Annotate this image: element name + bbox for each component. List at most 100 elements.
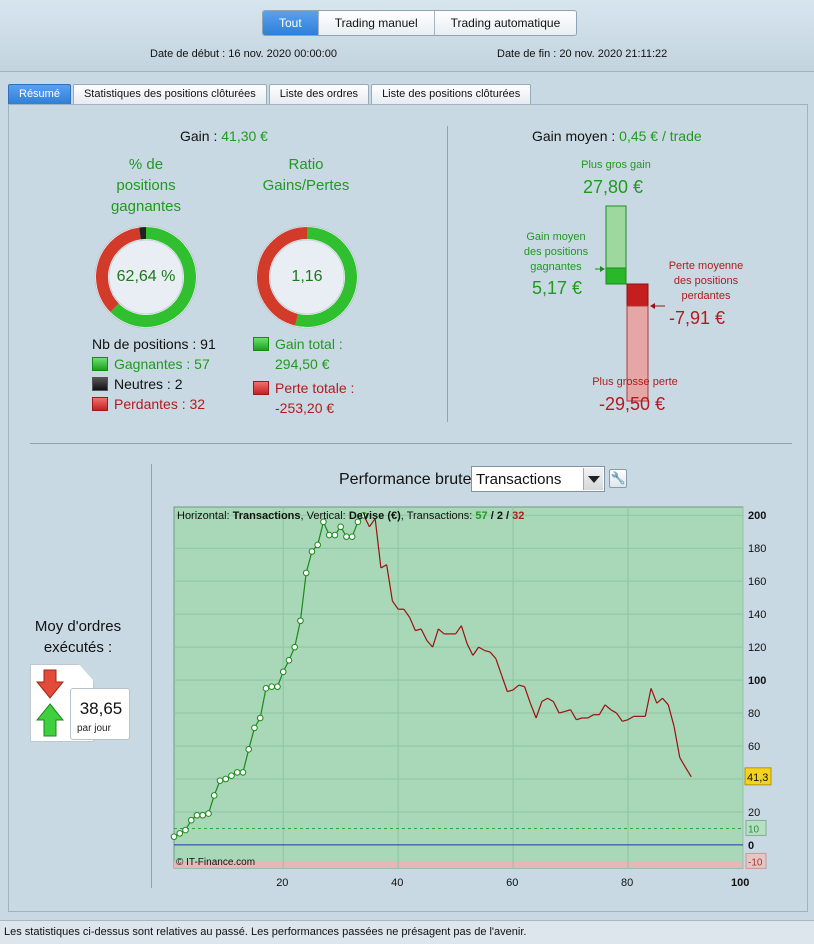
green-square-icon bbox=[253, 337, 269, 351]
gain-moyen-pos-line: des positions bbox=[523, 246, 589, 258]
green-square-icon bbox=[92, 357, 108, 371]
loss-segment bbox=[96, 227, 142, 313]
series-segment bbox=[391, 600, 399, 610]
legend-gagnantes: Gagnantes : 57 bbox=[92, 354, 210, 374]
series-segment bbox=[305, 551, 313, 574]
series-segment bbox=[472, 646, 480, 656]
up-arrow-icon bbox=[36, 703, 64, 737]
perte-totale-value: -253,20 € bbox=[275, 400, 335, 416]
y-tick-label: 160 bbox=[748, 576, 766, 588]
chart-header-p: 32 bbox=[512, 510, 525, 522]
data-point bbox=[348, 533, 356, 540]
series-segment bbox=[552, 701, 560, 714]
series-segment bbox=[380, 564, 387, 569]
tab-resume[interactable]: Résumé bbox=[8, 84, 71, 104]
threshold-pos-label: 10 bbox=[748, 824, 760, 835]
avg-gain-bar bbox=[605, 267, 627, 285]
series-segment bbox=[242, 749, 250, 773]
chevron-down-icon[interactable] bbox=[583, 468, 603, 490]
data-point bbox=[279, 668, 287, 676]
x-tick-label: 100 bbox=[731, 877, 749, 889]
series-segment bbox=[489, 651, 497, 660]
series-segment bbox=[437, 628, 445, 635]
series-segment bbox=[644, 688, 652, 717]
chart-header: Horizontal: Transactions, Vertical: Devi… bbox=[177, 510, 524, 522]
axis-select[interactable]: Transactions bbox=[471, 466, 605, 492]
y-tick-label: 0 bbox=[748, 840, 754, 852]
donut-center bbox=[269, 239, 345, 315]
tab-liste-positions[interactable]: Liste des positions clôturées bbox=[371, 84, 532, 104]
y-tick-label: 200 bbox=[748, 510, 766, 522]
series-segment bbox=[587, 714, 594, 719]
horizontal-divider bbox=[30, 443, 792, 444]
red-square-icon bbox=[92, 397, 108, 411]
chart-header-prefix: Horizontal: bbox=[177, 510, 230, 522]
gain-moyen-pos-line: Gain moyen bbox=[526, 231, 586, 243]
data-point bbox=[193, 811, 201, 819]
data-point bbox=[285, 657, 293, 664]
plus-grosse-perte-label: Plus grosse perte bbox=[592, 376, 678, 388]
ratio-title-line: Ratio bbox=[288, 156, 324, 173]
series-segment bbox=[386, 564, 393, 602]
chart-header-mid: , Vertical: bbox=[300, 510, 346, 522]
gain-label: Gain : bbox=[180, 128, 218, 144]
series-segment bbox=[478, 646, 485, 651]
series-segment bbox=[409, 617, 416, 631]
moy-ordres-line: exécutés : bbox=[43, 639, 113, 656]
ratio-value: 1,16 bbox=[291, 268, 323, 285]
series-segment bbox=[598, 704, 606, 716]
mode-manuel-button[interactable]: Trading manuel bbox=[318, 11, 435, 35]
y-tick-label: 100 bbox=[748, 675, 766, 687]
wrench-icon[interactable]: 🔧 bbox=[609, 469, 627, 488]
series-segment bbox=[529, 702, 537, 719]
end-date-value: 20 nov. 2020 21:11:22 bbox=[559, 48, 668, 60]
ratio-donut-chart bbox=[255, 225, 359, 329]
data-point bbox=[228, 772, 235, 779]
series-segment bbox=[679, 757, 687, 768]
series-segment bbox=[294, 620, 302, 648]
y-tick-label: 140 bbox=[748, 609, 766, 621]
data-point bbox=[187, 816, 195, 824]
series-segment bbox=[317, 521, 325, 546]
chart-header-n: 2 bbox=[496, 510, 503, 522]
ratio-donut: 1,16 bbox=[255, 225, 359, 329]
series-segment bbox=[460, 625, 468, 644]
tab-statistiques[interactable]: Statistiques des positions clôturées bbox=[72, 84, 267, 104]
start-date-value: 16 nov. 2020 00:00:00 bbox=[228, 48, 337, 60]
series-segment bbox=[627, 715, 635, 721]
tab-liste-ordres[interactable]: Liste des ordres bbox=[268, 84, 370, 104]
win-pct-title: % de positions gagnantes bbox=[92, 154, 200, 217]
data-point bbox=[210, 792, 218, 799]
last-value-badge bbox=[744, 767, 772, 786]
gain-moyen-label: Gain moyen : bbox=[532, 128, 616, 144]
gain-total-value: 294,50 € bbox=[275, 356, 330, 372]
plus-gros-gain-value: 27,80 € bbox=[583, 177, 644, 197]
threshold-neg-badge bbox=[745, 852, 767, 869]
chart-header-g: 57 bbox=[475, 510, 488, 522]
data-point bbox=[325, 531, 333, 539]
data-point bbox=[354, 518, 362, 526]
gain-value: 41,30 € bbox=[221, 128, 268, 144]
plus-grosse-perte-value: -29,50 € bbox=[599, 394, 666, 414]
win-segment bbox=[110, 227, 196, 327]
avg-gain-arrowhead bbox=[600, 266, 605, 272]
ratio-title-line: Gains/Pertes bbox=[262, 177, 350, 194]
max-loss-bar bbox=[626, 305, 649, 402]
data-point bbox=[245, 746, 253, 753]
top-header: Tout Trading manuel Trading automatique … bbox=[0, 0, 814, 72]
data-point bbox=[337, 523, 344, 531]
gain-segment bbox=[295, 227, 357, 327]
legend-neutres: Neutres : 2 bbox=[92, 374, 182, 394]
gain-moyen-pos-label: Gain moyen des positions gagnantes bbox=[516, 230, 596, 275]
plus-gros-gain-label: Plus gros gain bbox=[581, 159, 651, 171]
legend-perte-totale: Perte totale : bbox=[253, 378, 354, 398]
donut-center bbox=[108, 239, 184, 315]
mode-tout-button[interactable]: Tout bbox=[263, 11, 319, 35]
data-point bbox=[182, 826, 189, 834]
series-segment bbox=[426, 640, 434, 648]
end-date-label: Date de fin : bbox=[497, 48, 557, 60]
series-segment bbox=[564, 709, 571, 712]
mode-auto-button[interactable]: Trading automatique bbox=[434, 11, 577, 35]
win-pct-title-line: % de bbox=[128, 156, 164, 173]
neutres-label: Neutres : 2 bbox=[114, 376, 183, 392]
